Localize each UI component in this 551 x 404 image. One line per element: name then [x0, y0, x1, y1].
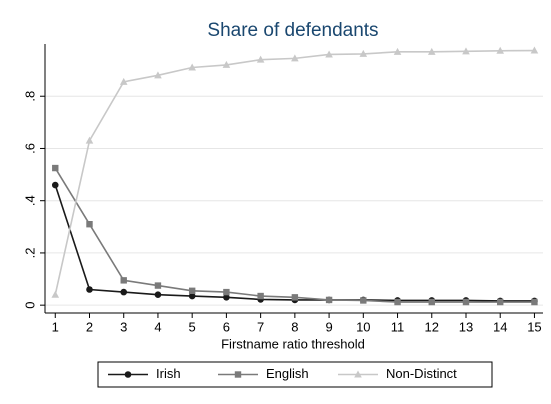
- point: [256, 55, 265, 63]
- series-line: [54, 167, 535, 303]
- point: [359, 49, 368, 57]
- x-tick-label: 5: [189, 319, 196, 334]
- x-tick-label: 4: [154, 319, 161, 334]
- point: [428, 298, 435, 306]
- point: [291, 54, 299, 62]
- point: [462, 47, 470, 55]
- point: [86, 286, 93, 293]
- x-tick-label: 15: [527, 319, 541, 334]
- point: [462, 298, 470, 306]
- x-tick-label: 1: [52, 319, 59, 334]
- legend-marker: [124, 371, 132, 378]
- point: [257, 292, 264, 300]
- x-tick-label: 8: [291, 319, 298, 334]
- x-tick-label: 6: [223, 319, 230, 334]
- point: [188, 287, 196, 295]
- legend-box: [97, 361, 493, 388]
- point: [188, 63, 196, 71]
- point: [222, 60, 231, 68]
- point: [52, 164, 59, 172]
- point: [497, 298, 504, 306]
- x-axis-label: Firstname ratio threshold: [221, 336, 365, 351]
- point: [325, 296, 333, 304]
- legend-label: Irish: [156, 366, 181, 381]
- x-tick-label: 14: [493, 319, 507, 334]
- point: [291, 294, 299, 301]
- x-tick-label: 7: [257, 319, 264, 334]
- point: [223, 294, 230, 301]
- point: [154, 71, 162, 79]
- point: [86, 221, 93, 228]
- point: [496, 46, 505, 54]
- y-tick-label: .8: [22, 91, 37, 102]
- x-tick-label: 2: [86, 319, 93, 334]
- series-line: [54, 184, 535, 302]
- y-tick-label: 0: [22, 302, 37, 309]
- legend-marker: [354, 370, 362, 378]
- point: [154, 282, 162, 289]
- x-tick-label: 13: [459, 319, 473, 334]
- legend-marker: [234, 371, 242, 378]
- y-tick-label: .6: [22, 143, 37, 154]
- chart-title: Share of defendants: [207, 20, 378, 41]
- point: [154, 291, 162, 299]
- x-tick-label: 9: [325, 319, 332, 334]
- point: [360, 297, 367, 304]
- x-tick-label: 12: [425, 319, 439, 334]
- y-tick-label: .4: [22, 195, 37, 206]
- legend-label: English: [266, 366, 309, 381]
- point: [531, 298, 538, 306]
- point: [85, 136, 94, 144]
- x-tick-label: 11: [391, 319, 405, 334]
- x-tick-label: 10: [356, 319, 370, 334]
- legend-label: Non-Distinct: [386, 366, 457, 381]
- point: [427, 47, 436, 55]
- x-tick-label: 3: [120, 319, 127, 334]
- point: [51, 181, 59, 189]
- point: [393, 47, 402, 55]
- y-tick-label: .2: [22, 248, 37, 259]
- point: [120, 277, 127, 284]
- point: [530, 46, 539, 54]
- point: [119, 77, 128, 85]
- point: [223, 288, 230, 296]
- point: [394, 298, 401, 306]
- point: [51, 290, 60, 298]
- point: [120, 288, 128, 296]
- series-line: [54, 49, 535, 295]
- point: [325, 50, 333, 58]
- point: [188, 292, 196, 300]
